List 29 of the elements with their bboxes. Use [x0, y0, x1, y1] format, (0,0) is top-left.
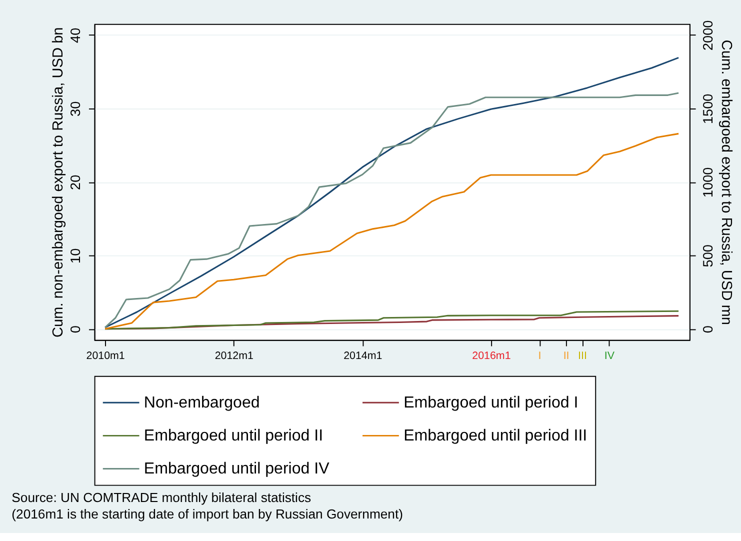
- legend-label: Embargoed until period I: [404, 394, 578, 412]
- y-tick-label: 30: [68, 100, 84, 116]
- y2-tick-label: 500: [700, 244, 716, 268]
- x-tick-label: II: [563, 350, 570, 362]
- y-tick-label: 40: [68, 27, 84, 43]
- y2-tick-label: 2000: [700, 20, 716, 51]
- y2-tick-label: 1000: [700, 166, 716, 198]
- x-tick-label: IV: [604, 350, 616, 362]
- source-note: Source: UN COMTRADE monthly bilateral statistics: [12, 490, 312, 505]
- y-axis-title: Cum. non-embargoed export to Russia, USD bn: [50, 27, 67, 338]
- x-tick-label: 2014m1: [344, 350, 382, 362]
- legend-label: Non-embargoed: [144, 394, 260, 412]
- legend-label: Embargoed until period II: [144, 426, 324, 445]
- line-series: [104, 310, 680, 330]
- y2-tick-label: 1500: [700, 93, 716, 124]
- line-series: [104, 132, 680, 330]
- y-tick-label: 20: [68, 174, 84, 190]
- y-tick-label: 10: [68, 248, 84, 264]
- legend-label: Embargoed until period IV: [144, 460, 330, 478]
- x-tick-label: I: [538, 350, 542, 362]
- x-tick-label: III: [578, 350, 587, 362]
- y2-axis-title: Cum. embargoed export to Russia, USD mn: [718, 40, 734, 325]
- x-tick-label: 2012m1: [214, 350, 254, 362]
- y-tick-label: 0: [68, 325, 84, 334]
- legend-label: Embargoed until period III: [404, 426, 588, 445]
- y2-tick-label: 0: [700, 325, 716, 334]
- x-tick-label: 2016m1: [472, 350, 511, 362]
- x-tick-label: 2010m1: [86, 350, 125, 362]
- text: (2016m1 is the starting date of import ban by Russian Government): [12, 506, 403, 522]
